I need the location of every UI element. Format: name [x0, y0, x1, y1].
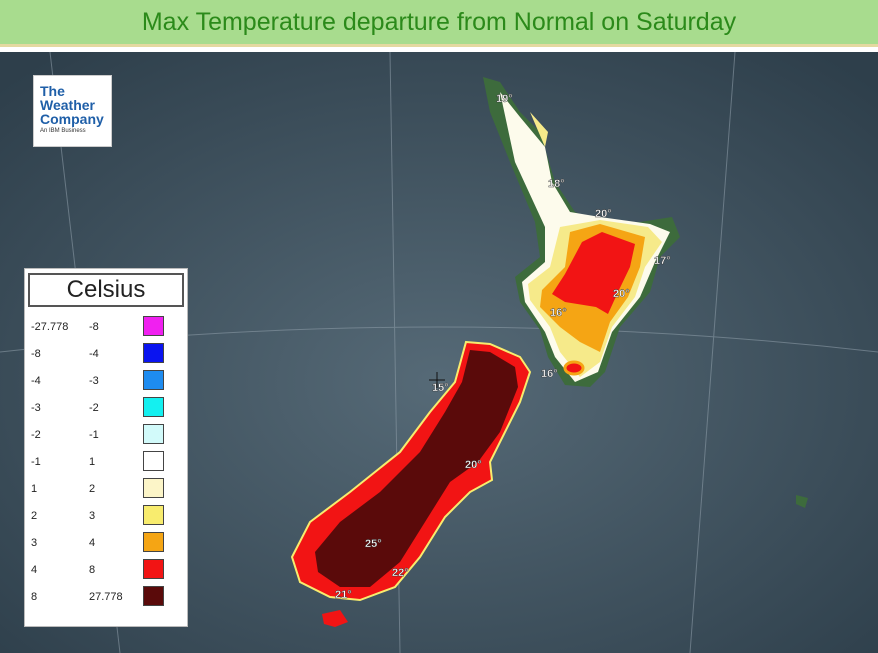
legend-row: -1 1 [25, 448, 187, 475]
temp-label: 17° [654, 255, 671, 267]
legend-to: -3 [89, 375, 99, 387]
legend-swatch [143, 316, 164, 336]
temp-label: 21° [335, 589, 352, 601]
temp-label: 18° [548, 178, 565, 190]
legend-row: -2 -1 [25, 421, 187, 448]
legend-swatch [143, 424, 164, 444]
legend-from: 8 [31, 591, 38, 603]
legend-to: 27.778 [89, 591, 123, 603]
logo-text: Weather [40, 97, 95, 113]
temp-label: 25° [365, 538, 382, 550]
legend-row: -3 -2 [25, 394, 187, 421]
legend-to: -1 [89, 429, 99, 441]
legend-from: 4 [31, 564, 38, 576]
logo-text: Company [40, 111, 104, 127]
legend-rows: -27.778 -8 -8 -4 -4 -3 -3 -2 -2 -1 -1 1 1 2 2 3 3 4 4 8 8 27.… [25, 313, 187, 610]
legend-swatch [143, 397, 164, 417]
legend-row: -4 -3 [25, 367, 187, 394]
temp-label: 15° [432, 382, 449, 394]
legend-title: Celsius [28, 273, 184, 307]
temp-label: 19° [496, 93, 513, 105]
title-bar: Max Temperature departure from Normal on… [0, 0, 878, 44]
legend-from: -8 [31, 348, 41, 360]
chatham-islands [796, 495, 808, 508]
stewart-island [322, 610, 348, 627]
legend-swatch [143, 586, 164, 606]
legend-row: -8 -4 [25, 340, 187, 367]
legend-to: 1 [89, 456, 96, 468]
legend-to: -4 [89, 348, 99, 360]
legend-to: 4 [89, 537, 96, 549]
legend-to: 3 [89, 510, 96, 522]
temp-label: 16° [550, 307, 567, 319]
legend-row: -27.778 -8 [25, 313, 187, 340]
legend-from: 2 [31, 510, 38, 522]
temp-label: 16° [541, 368, 558, 380]
legend-to: -8 [89, 321, 99, 333]
zone-darkred [315, 350, 518, 587]
logo-text: The [40, 83, 65, 99]
legend-row: 8 27.778 [25, 583, 187, 610]
legend-swatch [143, 532, 164, 552]
logo: The Weather Company An IBM Business [33, 75, 112, 147]
legend: Celsius -27.778 -8 -8 -4 -4 -3 -3 -2 -2 -1 -1 1 1 2 2 3… [24, 268, 188, 627]
temp-label: 20° [595, 208, 612, 220]
temp-label: 20° [465, 459, 482, 471]
legend-from: -2 [31, 429, 41, 441]
legend-to: 8 [89, 564, 96, 576]
zone-red [563, 360, 585, 376]
legend-swatch [143, 505, 164, 525]
legend-swatch [143, 370, 164, 390]
legend-from: -1 [31, 456, 41, 468]
legend-swatch [143, 478, 164, 498]
legend-to: -2 [89, 402, 99, 414]
logo-text: An IBM Business [40, 128, 86, 134]
legend-from: 1 [31, 483, 38, 495]
temp-label: 22° [392, 567, 409, 579]
legend-swatch [143, 559, 164, 579]
title: Max Temperature departure from Normal on… [141, 7, 737, 36]
divider [0, 44, 878, 47]
legend-from: -27.778 [31, 321, 69, 333]
legend-from: -3 [31, 402, 41, 414]
legend-swatch [143, 343, 164, 363]
marker [429, 372, 445, 388]
zone-red [552, 232, 635, 314]
temp-label: 20° [613, 288, 630, 300]
legend-swatch [143, 451, 164, 471]
legend-from: -4 [31, 375, 41, 387]
legend-to: 2 [89, 483, 96, 495]
legend-from: 3 [31, 537, 38, 549]
